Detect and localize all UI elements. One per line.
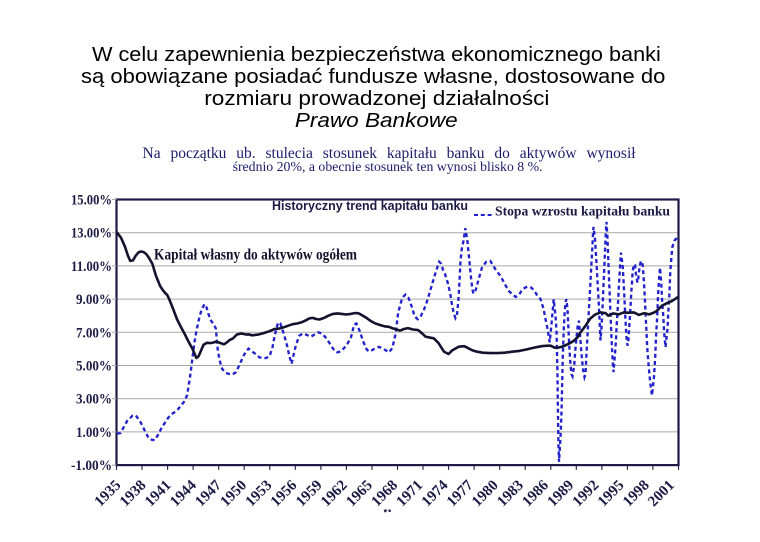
svg-text:1962: 1962 xyxy=(317,477,350,510)
svg-text:9.00%: 9.00% xyxy=(76,292,112,308)
svg-text:2001: 2001 xyxy=(645,477,678,510)
svg-text:1992: 1992 xyxy=(569,477,602,510)
svg-text:-1.00%: -1.00% xyxy=(71,458,112,474)
svg-text:7.00%: 7.00% xyxy=(76,325,112,341)
svg-text:1980: 1980 xyxy=(468,477,502,511)
svg-text:13.00%: 13.00% xyxy=(71,226,112,242)
svg-text:1977: 1977 xyxy=(443,477,477,511)
svg-text:Stopa wzrostu kapitału banku: Stopa wzrostu kapitału banku xyxy=(495,204,670,219)
svg-text:1995: 1995 xyxy=(594,477,628,511)
svg-text:1950: 1950 xyxy=(217,477,251,511)
svg-text:3.00%: 3.00% xyxy=(76,392,112,408)
svg-text:5.00%: 5.00% xyxy=(76,359,112,375)
svg-text:1941: 1941 xyxy=(141,477,174,510)
svg-text:1986: 1986 xyxy=(519,477,553,511)
svg-text:1956: 1956 xyxy=(267,477,301,511)
svg-text:1965: 1965 xyxy=(343,477,377,511)
svg-text:1935: 1935 xyxy=(91,477,125,511)
svg-text:Historyczny trend kapitału ban: Historyczny trend kapitału banku xyxy=(272,199,468,213)
svg-text:11.00%: 11.00% xyxy=(71,259,112,275)
svg-text:Kapitał własny do aktywów ogół: Kapitał własny do aktywów ogółem xyxy=(154,247,358,264)
svg-text:1.00%: 1.00% xyxy=(76,425,112,441)
svg-text:1947: 1947 xyxy=(192,477,226,511)
svg-text:1971: 1971 xyxy=(393,477,426,510)
svg-text:15.00%: 15.00% xyxy=(71,193,112,209)
